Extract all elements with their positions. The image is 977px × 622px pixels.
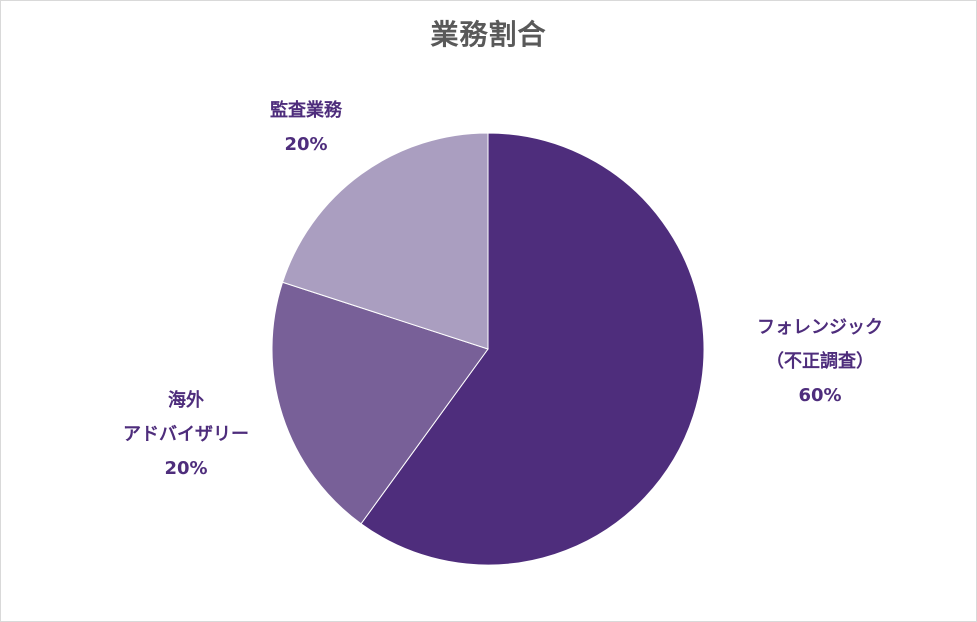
slice-label-overseas-line1: 海外 — [168, 390, 204, 411]
pie-slice-overseas — [271, 281, 489, 525]
slice-label-audit-value: 20% — [284, 134, 328, 155]
slice-label-audit: 監査業務 20% — [231, 94, 381, 162]
slice-label-forensic-line2: （不正調査） — [766, 351, 874, 372]
pie-slice-forensic — [360, 132, 705, 566]
slice-label-audit-line1: 監査業務 — [270, 100, 342, 121]
slice-label-forensic: フォレンジック （不正調査） 60% — [735, 311, 905, 413]
slice-label-overseas-line2: アドバイザリー — [123, 424, 249, 445]
slice-label-overseas-value: 20% — [164, 458, 208, 479]
slice-label-forensic-value: 60% — [798, 385, 842, 406]
slice-label-forensic-line1: フォレンジック — [757, 317, 883, 338]
chart-title: 業務割合 — [430, 18, 547, 51]
slice-label-overseas: 海外 アドバイザリー 20% — [101, 384, 271, 486]
pie-slice-audit — [281, 132, 489, 350]
